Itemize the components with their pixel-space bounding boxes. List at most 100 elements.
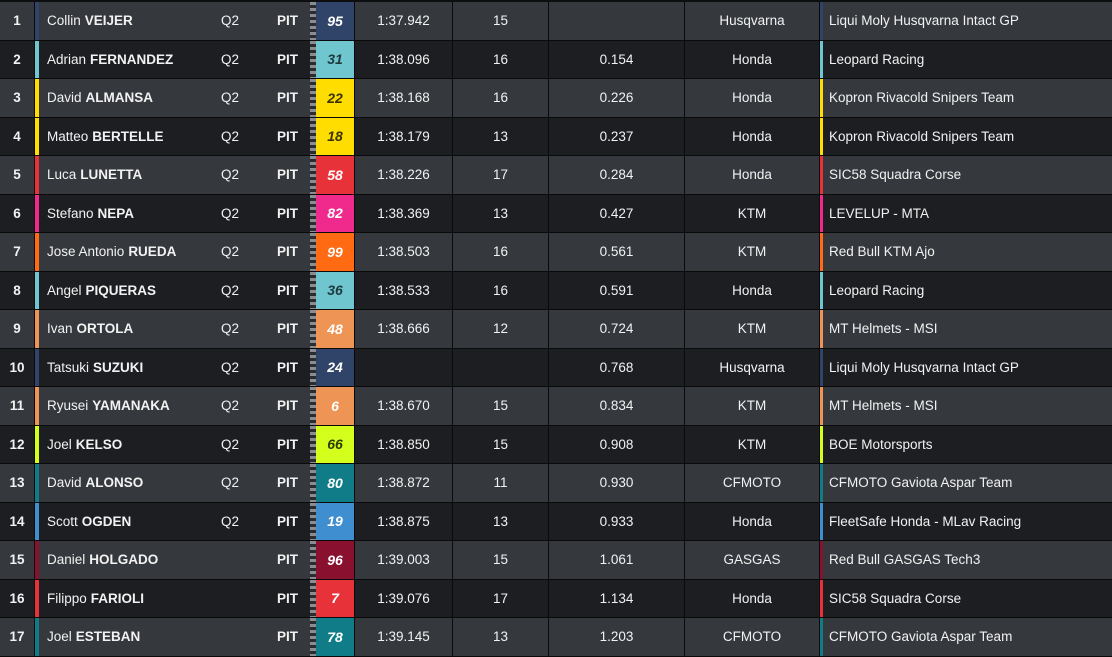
- bike: KTM: [684, 387, 820, 425]
- position: 14: [0, 502, 35, 540]
- table-row[interactable]: 9 Ivan ORTOLA Q2 PIT 48 1:38.666 12 0.72…: [0, 310, 1112, 349]
- team: FleetSafe Honda - MLav Racing: [820, 502, 1112, 540]
- rider-number: 36: [316, 271, 354, 309]
- laps: 12: [452, 310, 548, 348]
- table-row[interactable]: 11 Ryusei YAMANAKA Q2 PIT 6 1:38.670 15 …: [0, 387, 1112, 426]
- rider-last-name: ESTEBAN: [75, 629, 141, 645]
- rider-name: David ALMANSA: [35, 79, 205, 117]
- rider-name: Stefano NEPA: [35, 194, 205, 232]
- position: 7: [0, 233, 35, 271]
- table-row[interactable]: 8 Angel PIQUERAS Q2 PIT 36 1:38.533 16 0…: [0, 271, 1112, 310]
- laps: 16: [452, 271, 548, 309]
- checkered-flag-strip: [310, 310, 316, 348]
- table-row[interactable]: 13 David ALONSO Q2 PIT 80 1:38.872 11 0.…: [0, 464, 1112, 503]
- rider-number: 6: [316, 387, 354, 425]
- rider-name: Joel ESTEBAN: [35, 618, 205, 656]
- rider-name: Luca LUNETTA: [35, 156, 205, 194]
- gap: 1.061: [548, 541, 684, 579]
- rider-number: 7: [316, 579, 354, 617]
- status: PIT: [276, 552, 298, 568]
- team: CFMOTO Gaviota Aspar Team: [820, 618, 1112, 656]
- table-row[interactable]: 3 David ALMANSA Q2 PIT 22 1:38.168 16 0.…: [0, 79, 1112, 118]
- rider-first-name: Stefano: [47, 205, 94, 221]
- status: PIT: [276, 205, 298, 221]
- table-row[interactable]: 4 Matteo BERTELLE Q2 PIT 18 1:38.179 13 …: [0, 117, 1112, 156]
- table-row[interactable]: 10 Tatsuki SUZUKI Q2 PIT 24 0.768 Husqva…: [0, 348, 1112, 387]
- laps: 11: [452, 464, 548, 502]
- table-row[interactable]: 6 Stefano NEPA Q2 PIT 82 1:38.369 13 0.4…: [0, 194, 1112, 233]
- gap: 0.834: [548, 387, 684, 425]
- rider-last-name: YAMANAKA: [92, 398, 170, 414]
- status: PIT: [276, 167, 298, 183]
- rider-last-name: FERNANDEZ: [90, 51, 174, 67]
- rider-first-name: Angel: [47, 282, 82, 298]
- checkered-flag-strip: [310, 233, 316, 271]
- laps: 15: [452, 387, 548, 425]
- gap: 0.768: [548, 348, 684, 386]
- bike: Honda: [684, 271, 820, 309]
- gap: 0.930: [548, 464, 684, 502]
- best-lap-time: 1:38.179: [354, 117, 452, 155]
- rider-number: 24: [316, 348, 354, 386]
- position: 12: [0, 425, 35, 463]
- best-lap-time: 1:38.850: [354, 425, 452, 463]
- table-row[interactable]: 7 Jose Antonio RUEDA Q2 PIT 99 1:38.503 …: [0, 233, 1112, 272]
- rider-name: Matteo BERTELLE: [35, 117, 205, 155]
- table-row[interactable]: 1 Collin VEIJER Q2 PIT 95 1:37.942 15 Hu…: [0, 2, 1112, 41]
- gap: 0.908: [548, 425, 684, 463]
- status: PIT: [276, 244, 298, 260]
- checkered-flag-strip: [310, 79, 316, 117]
- gap: 0.284: [548, 156, 684, 194]
- laps: 16: [452, 233, 548, 271]
- laps: 15: [452, 2, 548, 40]
- status: PIT: [276, 282, 298, 298]
- bike: Honda: [684, 79, 820, 117]
- best-lap-time: 1:39.076: [354, 579, 452, 617]
- status: PIT: [276, 590, 298, 606]
- session: Q2: [220, 359, 239, 375]
- table-row[interactable]: 15 Daniel HOLGADO PIT 96 1:39.003 15 1.0…: [0, 541, 1112, 580]
- laps: 17: [452, 156, 548, 194]
- position: 1: [0, 2, 35, 40]
- rider-last-name: ALMANSA: [85, 90, 154, 106]
- checkered-flag-strip: [310, 348, 316, 386]
- rider-name: Daniel HOLGADO: [35, 541, 205, 579]
- position: 17: [0, 618, 35, 656]
- team: Leopard Racing: [820, 40, 1112, 78]
- rider-number: 66: [316, 425, 354, 463]
- bike: KTM: [684, 310, 820, 348]
- best-lap-time: 1:38.168: [354, 79, 452, 117]
- rider-first-name: David: [47, 475, 82, 491]
- checkered-flag-strip: [310, 387, 316, 425]
- session: [205, 541, 255, 579]
- table-row[interactable]: 14 Scott OGDEN Q2 PIT 19 1:38.875 13 0.9…: [0, 502, 1112, 541]
- table-row[interactable]: 16 Filippo FARIOLI PIT 7 1:39.076 17 1.1…: [0, 579, 1112, 618]
- rider-number: 99: [316, 233, 354, 271]
- laps: 17: [452, 579, 548, 617]
- rider-name: Jose Antonio RUEDA: [35, 233, 205, 271]
- laps: 16: [452, 40, 548, 78]
- gap: 0.591: [548, 271, 684, 309]
- table-row[interactable]: 12 Joel KELSO Q2 PIT 66 1:38.850 15 0.90…: [0, 425, 1112, 464]
- rider-first-name: Matteo: [47, 128, 89, 144]
- table-row[interactable]: 17 Joel ESTEBAN PIT 78 1:39.145 13 1.203…: [0, 618, 1112, 657]
- checkered-flag-strip: [310, 541, 316, 579]
- session: Q2: [220, 90, 239, 106]
- table-row[interactable]: 5 Luca LUNETTA Q2 PIT 58 1:38.226 17 0.2…: [0, 156, 1112, 195]
- status: PIT: [276, 13, 298, 29]
- best-lap-time: 1:38.670: [354, 387, 452, 425]
- rider-first-name: Luca: [47, 167, 77, 183]
- session: Q2: [220, 244, 239, 260]
- checkered-flag-strip: [310, 464, 316, 502]
- team: MT Helmets - MSI: [820, 310, 1112, 348]
- best-lap-time: [354, 348, 452, 386]
- laps: [452, 348, 548, 386]
- session: Q2: [220, 205, 239, 221]
- table-row[interactable]: 2 Adrian FERNANDEZ Q2 PIT 31 1:38.096 16…: [0, 40, 1112, 79]
- laps: 13: [452, 194, 548, 232]
- rider-last-name: HOLGADO: [89, 552, 159, 568]
- status: PIT: [276, 513, 298, 529]
- position: 3: [0, 79, 35, 117]
- laps: 13: [452, 618, 548, 656]
